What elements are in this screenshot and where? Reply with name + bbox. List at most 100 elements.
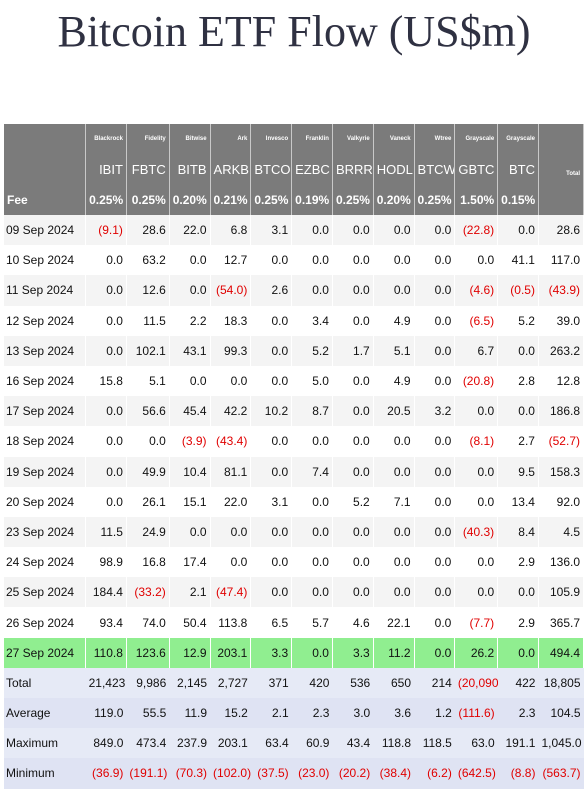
fee-value: 1.50%	[454, 184, 499, 215]
corner-cell	[4, 154, 87, 184]
flow-value: 4.9	[373, 305, 415, 336]
ticker-header: FBTC	[126, 154, 170, 184]
flow-value: 0.0	[497, 577, 539, 608]
flow-value: 0.0	[373, 215, 415, 246]
flow-value: 5.1	[373, 335, 415, 366]
row-date: 23 Sep 2024	[4, 516, 86, 548]
summary-label: Average	[4, 698, 86, 729]
summary-value: (6.2)	[414, 758, 455, 789]
flow-value: 1.7	[332, 335, 374, 366]
issuer-name: Grayscale	[454, 124, 499, 154]
summary-value: (20,090)	[454, 667, 498, 698]
table-row: 10 Sep 2024 0.0 63.2 0.0 12.7 0.0 0.0 0.0 0.0 0.0…	[4, 245, 584, 276]
fee-header-row: Fee 0.25% 0.25% 0.20% 0.21% 0.25% 0.19% 0.25% 0…	[4, 184, 584, 215]
flow-value: (54.0)	[210, 275, 251, 306]
flow-value: 123.6	[126, 637, 170, 668]
summary-total: 104.5	[538, 698, 584, 729]
issuer-name: Valkyrie	[332, 124, 374, 154]
flow-value: 0.0	[373, 577, 415, 608]
summary-value: 536	[332, 667, 374, 698]
fee-value: 0.25%	[250, 184, 293, 215]
ticker-header: ARKB	[210, 154, 252, 184]
flow-value: 0.0	[497, 215, 539, 246]
flow-value: 0.0	[373, 456, 415, 487]
flow-value: 4.9	[373, 365, 415, 397]
flow-value: 0.0	[414, 456, 455, 487]
row-total: 12.8	[538, 365, 584, 397]
flow-value: 10.2	[250, 396, 292, 427]
flow-value: 0.0	[332, 275, 374, 306]
fee-value: 0.25%	[332, 184, 374, 215]
fee-label: Fee	[4, 184, 87, 215]
summary-value: 420	[291, 667, 333, 698]
flow-value: 16.8	[126, 547, 170, 578]
flow-value: (6.5)	[454, 305, 498, 336]
total-header: Total	[538, 124, 585, 215]
flow-value: 0.0	[414, 365, 455, 397]
flow-value: 15.1	[169, 486, 211, 517]
summary-value: 371	[250, 667, 292, 698]
fee-value: 0.25%	[126, 184, 170, 215]
flow-value: 0.0	[291, 486, 333, 517]
summary-label: Total	[4, 667, 86, 698]
flow-value: 2.9	[497, 547, 539, 578]
row-date: 10 Sep 2024	[4, 245, 86, 276]
flow-value: 24.9	[126, 516, 170, 548]
flow-value: 0.0	[332, 547, 374, 578]
summary-value: 237.9	[169, 728, 211, 759]
row-date: 09 Sep 2024	[4, 215, 86, 246]
summary-value: (36.9)	[85, 758, 127, 789]
flow-value: 11.2	[373, 637, 415, 668]
flow-value: (33.2)	[126, 577, 170, 608]
summary-label: Minimum	[4, 758, 86, 789]
flow-value: 102.1	[126, 335, 170, 366]
flow-value: 0.0	[497, 637, 539, 668]
row-total: 186.8	[538, 396, 584, 427]
flow-value: (43.4)	[210, 426, 251, 457]
flow-value: 74.0	[126, 607, 170, 638]
flow-value: 8.7	[291, 396, 333, 427]
flow-value: 11.5	[126, 305, 170, 336]
row-date: 19 Sep 2024	[4, 456, 86, 487]
flow-value: 0.0	[250, 577, 292, 608]
summary-value: (8.8)	[497, 758, 539, 789]
flow-value: 0.0	[373, 245, 415, 276]
flow-value: 0.0	[414, 245, 455, 276]
summary-value: (111.6)	[454, 698, 498, 729]
flow-value: 0.0	[169, 516, 211, 548]
summary-row: Minimum (36.9) (191.1) (70.3) (102.0) (37.5)(…	[4, 758, 584, 789]
summary-value: 214	[414, 667, 455, 698]
fee-value: 0.20%	[373, 184, 415, 215]
table-row: 19 Sep 2024 0.0 49.9 10.4 81.1 0.0 7.4 0.0 0.0 0.…	[4, 456, 584, 487]
flow-value: 0.0	[454, 396, 498, 427]
table-row: 09 Sep 2024 (9.1) 28.6 22.0 6.8 3.1 0.0 0.0 0.0 0…	[4, 215, 584, 246]
fee-value: 0.25%	[414, 184, 456, 215]
flow-value: (22.8)	[454, 215, 498, 246]
summary-value: 21,423	[85, 667, 127, 698]
row-date: 26 Sep 2024	[4, 607, 86, 638]
page-title: Bitcoin ETF Flow (US$m)	[57, 7, 531, 56]
summary-value: (191.1)	[126, 758, 170, 789]
row-total: 158.3	[538, 456, 584, 487]
row-total: 4.5	[538, 516, 584, 548]
summary-value: (37.5)	[250, 758, 292, 789]
summary-value: 849.0	[85, 728, 127, 759]
flow-value: 0.0	[250, 305, 292, 336]
issuer-name: Ark	[210, 124, 252, 154]
summary-value: (38.4)	[373, 758, 415, 789]
flow-value: 0.0	[250, 426, 292, 457]
flow-value: 0.0	[414, 577, 455, 608]
summary-value: 3.6	[373, 698, 415, 729]
issuer-name: Blackrock	[85, 124, 127, 154]
summary-value: 2.1	[250, 698, 292, 729]
flow-value: 0.0	[250, 245, 292, 276]
flow-value: 20.5	[373, 396, 415, 427]
summary-row: Maximum 849.0 473.4 237.9 203.1 63.4 60.9 43.4 1…	[4, 728, 584, 759]
fee-value: 0.15%	[497, 184, 539, 215]
summary-total: 1,045.0	[538, 728, 584, 759]
flow-value: 0.0	[85, 456, 127, 487]
flow-value: 0.0	[250, 456, 292, 487]
flow-value: 0.0	[291, 637, 333, 668]
flow-value: 0.0	[85, 396, 127, 427]
flow-value: 56.6	[126, 396, 170, 427]
